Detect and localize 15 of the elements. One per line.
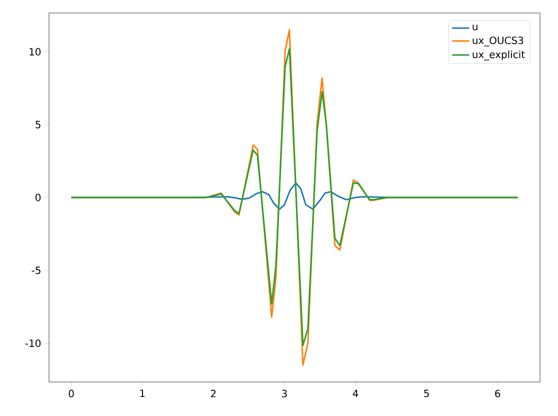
x-tick-label: 0	[68, 390, 74, 398]
y-tick-label: -5	[32, 266, 40, 274]
x-tick-label: 3	[282, 390, 287, 398]
y-tick-label: 10	[30, 48, 41, 56]
legend-label: ux_explicit	[472, 50, 525, 60]
x-tick-label: 1	[140, 390, 145, 398]
x-tick-label: 5	[424, 390, 429, 398]
x-tick-label: 2	[210, 390, 216, 398]
y-tick-label: 5	[36, 120, 40, 128]
x-tick-label: 4	[352, 390, 358, 398]
y-tick-label: 0	[36, 194, 41, 202]
y-tick-label: -10	[25, 339, 41, 347]
x-tick-label: 6	[495, 390, 500, 398]
legend-label: u	[472, 24, 478, 30]
legend-label: ux_OUCS3	[472, 36, 524, 46]
